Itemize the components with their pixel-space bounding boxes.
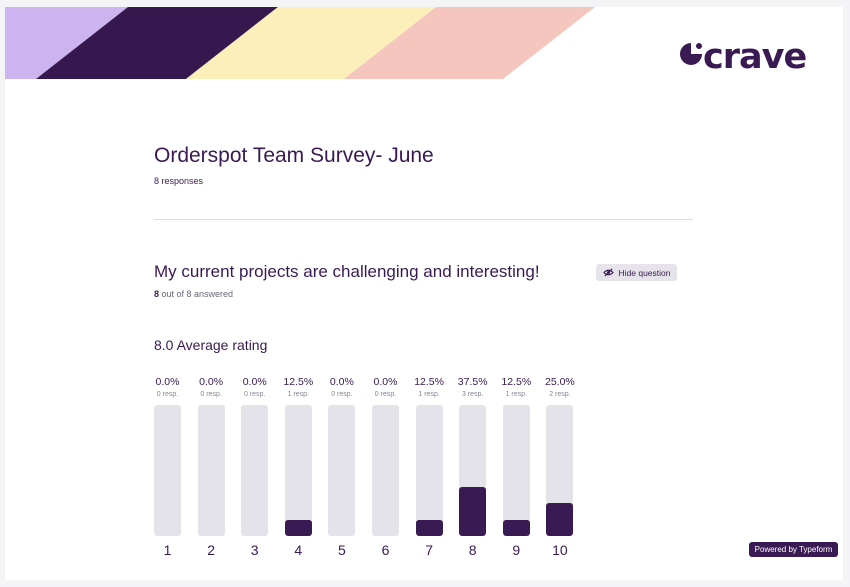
response-count: 8 responses xyxy=(154,176,204,186)
bar-percent-label: 12.5% xyxy=(501,376,532,388)
bar-track xyxy=(415,405,443,536)
bar-category-label: 4 xyxy=(294,542,303,558)
powered-by-typeform-badge[interactable]: Powered by Typeform xyxy=(749,542,838,557)
crave-logo-mark-icon xyxy=(680,43,702,65)
bar xyxy=(459,487,487,536)
answered-suffix: out of 8 answered xyxy=(159,289,234,299)
bar-track xyxy=(459,405,487,536)
divider xyxy=(154,219,693,220)
bar-percent-label: 0.0% xyxy=(373,376,398,388)
bar-response-label: 0 resp. xyxy=(331,391,353,398)
logo-wordmark: crave xyxy=(703,37,807,77)
bar-category-label: 1 xyxy=(163,542,172,558)
bar-percent-label: 12.5% xyxy=(283,376,314,388)
bar-response-label: 0 resp. xyxy=(374,391,397,398)
question-title: My current projects are challenging and … xyxy=(154,262,540,281)
bar-percent-label: 0.0% xyxy=(329,376,354,388)
bar-category-label: 9 xyxy=(512,542,521,558)
bar-percent-label: 37.5% xyxy=(457,376,488,388)
bar-response-label: 2 resp. xyxy=(549,391,571,398)
bar-category-label: 7 xyxy=(425,542,433,558)
banner-stripe-lavender xyxy=(5,7,128,79)
bar-response-label: 0 resp. xyxy=(200,391,222,398)
average-rating: 8.0 Average rating xyxy=(154,337,268,353)
bar-category-label: 10 xyxy=(552,542,568,558)
bar-track xyxy=(154,405,181,536)
bar-track xyxy=(502,405,530,536)
hide-question-label: Hide question xyxy=(618,267,671,278)
bar xyxy=(415,520,443,536)
bar-response-label: 0 resp. xyxy=(243,391,266,398)
eye-slash-icon xyxy=(602,268,614,277)
bar-track xyxy=(197,405,225,536)
bar-category-label: 2 xyxy=(207,542,215,558)
banner-stripe-yellow xyxy=(186,7,436,79)
bar-percent-label: 25.0% xyxy=(545,376,575,388)
survey-results-page: crave Orderspot Team Survey- June 8 resp… xyxy=(5,7,843,580)
bar-track xyxy=(546,405,574,536)
bar-track xyxy=(241,405,269,536)
bar-category-label: 3 xyxy=(250,542,259,558)
bar-percent-label: 0.0% xyxy=(155,376,180,388)
bar-category-label: 5 xyxy=(337,542,346,558)
bar-track xyxy=(328,405,356,536)
bar-percent-label: 12.5% xyxy=(414,376,444,388)
bar-category-label: 8 xyxy=(468,542,477,558)
bar-response-label: 1 resp. xyxy=(505,391,527,398)
bar xyxy=(546,503,574,536)
bar xyxy=(284,520,312,536)
banner-stripe-purple xyxy=(36,7,278,79)
bar-response-label: 3 resp. xyxy=(461,391,484,398)
bar-response-label: 0 resp. xyxy=(156,391,179,398)
bar-category-label: 6 xyxy=(381,542,390,558)
bar-response-label: 1 resp. xyxy=(287,391,309,398)
bar-percent-label: 0.0% xyxy=(242,376,267,388)
crave-logo: crave xyxy=(677,37,809,81)
bar xyxy=(502,520,530,536)
page-title: Orderspot Team Survey- June xyxy=(154,144,434,167)
header-banner xyxy=(5,7,595,79)
answered-count: 8 out of 8 answered xyxy=(154,289,233,299)
bar-response-label: 1 resp. xyxy=(418,391,440,398)
bar-track xyxy=(284,405,312,536)
banner-stripe-pink xyxy=(344,7,595,79)
hide-question-button[interactable]: Hide question xyxy=(596,264,677,281)
rating-distribution-chart: 0.0% 0 resp. 1 0.0% 0 resp. 2 0.0% 0 resp. 3 12.5… xyxy=(154,374,584,574)
bar-track xyxy=(372,405,399,536)
answered-number: 8 xyxy=(154,289,160,299)
bar-percent-label: 0.0% xyxy=(199,376,224,388)
